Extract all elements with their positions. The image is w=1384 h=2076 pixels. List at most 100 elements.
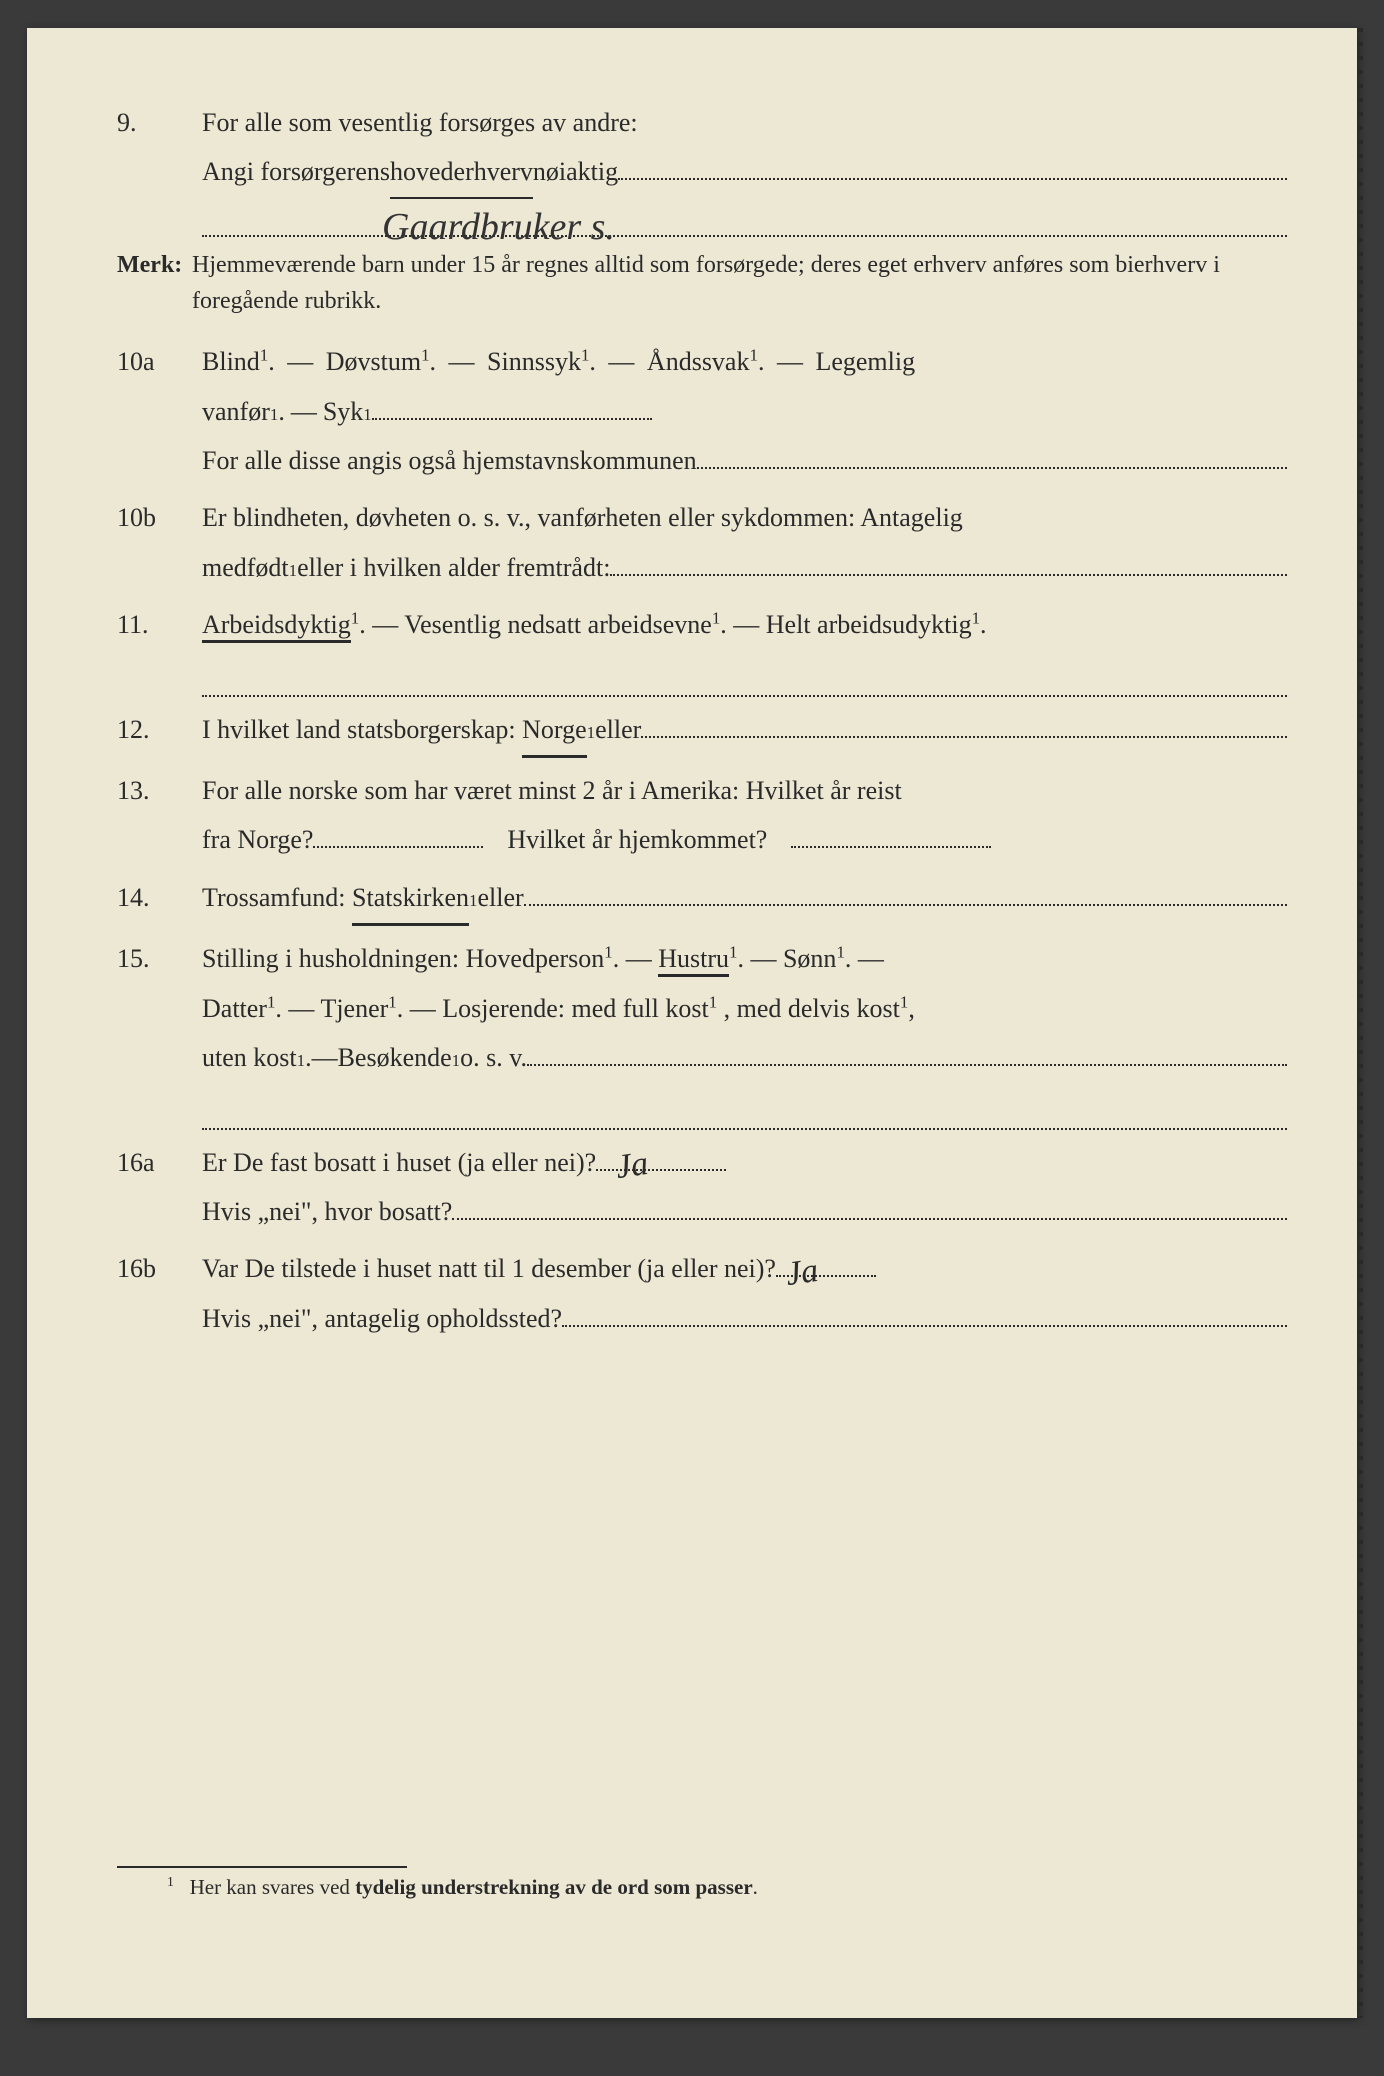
q15-fill2 <box>202 1096 1287 1129</box>
footnote: 1 Her kan svares ved tydelig understrekn… <box>167 1868 758 1908</box>
q10a-fill <box>372 389 652 420</box>
q10b-line2: medfødt1 eller i hvilken alder fremtrådt… <box>202 543 1287 592</box>
q15-hovedperson: Hovedperson <box>466 944 605 973</box>
question-12: 12. I hvilket land statsborgerskap: Norg… <box>117 705 1287 758</box>
q10a-opt-blind: Blind <box>202 347 260 376</box>
q16a-text: Er De fast bosatt i huset (ja eller nei)… <box>202 1138 596 1187</box>
q16b-line1: Var De tilstede i huset natt til 1 desem… <box>202 1244 1287 1293</box>
q10b-fill <box>610 545 1287 576</box>
q10a-line3: For alle disse angis også hjemstavnskomm… <box>202 436 1287 485</box>
q11-opt1: Arbeidsdyktig <box>202 610 351 643</box>
document-page: 9. For alle som vesentlig forsørges av a… <box>27 28 1357 2018</box>
q15-line2: Datter1. — Tjener1. — Losjerende: med fu… <box>202 984 1287 1033</box>
q16b-text: Var De tilstede i huset natt til 1 desem… <box>202 1244 776 1293</box>
dash: — <box>733 610 766 639</box>
q10a-opt-andssvak: Åndssvak <box>647 347 750 376</box>
q16a-number: 16a <box>117 1138 202 1187</box>
q13-fra-norge: fra Norge? <box>202 815 313 864</box>
q16b-fill <box>562 1296 1287 1327</box>
sup-icon: 1 <box>297 1045 305 1077</box>
q9-handwritten-answer: Gaardbruker s. <box>382 191 615 263</box>
q11-number: 11. <box>117 600 202 649</box>
q14-text: Trossamfund: <box>202 873 346 922</box>
q15-prefix: Stilling i husholdningen: <box>202 944 466 973</box>
q9-line2-suffix: nøiaktig <box>533 147 618 196</box>
q15-tjener: Tjener <box>320 994 388 1023</box>
q10b-medfodt: medfødt <box>202 543 289 592</box>
q15-datter: Datter <box>202 994 267 1023</box>
q15-line3: uten kost1. — Besøkende1 o. s. v. <box>202 1033 1287 1082</box>
q13-line2: fra Norge? Hvilket år hjemkommet? <box>202 815 1287 864</box>
q10b-line1: Er blindheten, døvheten o. s. v., vanfør… <box>202 493 1287 542</box>
question-16a: 16a Er De fast bosatt i huset (ja eller … <box>117 1138 1287 1237</box>
sup-icon: 1 <box>587 717 595 749</box>
dash: — <box>602 347 641 376</box>
q16b-content: Var De tilstede i huset natt til 1 desem… <box>202 1244 1287 1343</box>
question-10a: 10a Blind1. — Døvstum1. — Sinnssyk1. — Å… <box>117 337 1287 485</box>
q10a-opt-sinnssyk: Sinnssyk <box>487 347 581 376</box>
q10a-opt-vanfor: vanfør <box>202 387 270 436</box>
sup-icon: 1 <box>388 992 396 1011</box>
dash: — <box>619 944 658 973</box>
sup-icon: 1 <box>604 943 612 962</box>
q15-fill <box>527 1035 1287 1066</box>
q15-losjerende: Losjerende: med full kost <box>442 994 708 1023</box>
q16a-line1: Er De fast bosatt i huset (ja eller nei)… <box>202 1138 1287 1187</box>
dash: — <box>770 347 809 376</box>
dash: — <box>442 347 481 376</box>
question-9: 9. For alle som vesentlig forsørges av a… <box>117 98 1287 237</box>
q9-number: 9. <box>117 98 202 147</box>
q12-norge: Norge <box>522 705 587 758</box>
q10a-line3-text: For alle disse angis også hjemstavnskomm… <box>202 436 697 485</box>
question-15: 15. Stilling i husholdningen: Hovedperso… <box>117 934 1287 1129</box>
q16b-number: 16b <box>117 1244 202 1293</box>
sup-icon: 1 <box>270 399 278 431</box>
q15-line1: Stilling i husholdningen: Hovedperson1. … <box>202 934 1287 983</box>
q14-fill <box>524 875 1287 906</box>
sup-icon: 1 <box>421 346 429 365</box>
question-10b: 10b Er blindheten, døvheten o. s. v., va… <box>117 493 1287 592</box>
q13-fill1 <box>313 818 483 849</box>
dash: — <box>851 944 884 973</box>
q14-content: Trossamfund: Statskirken1 eller <box>202 873 1287 926</box>
q13-content: For alle norske som har været minst 2 år… <box>202 766 1287 865</box>
q16a-answer-line: Ja <box>596 1140 726 1171</box>
q12-content: I hvilket land statsborgerskap: Norge1 e… <box>202 705 1287 758</box>
q10b-number: 10b <box>117 493 202 542</box>
q14-statskirken: Statskirken <box>352 873 469 926</box>
q15-hustru: Hustru <box>658 944 729 977</box>
dash: — <box>372 610 404 639</box>
q9-line2-prefix: Angi forsørgerens <box>202 147 390 196</box>
q9-content: For alle som vesentlig forsørges av andr… <box>202 98 1287 237</box>
q10a-opt-dovstum: Døvstum <box>326 347 421 376</box>
q16a-content: Er De fast bosatt i huset (ja eller nei)… <box>202 1138 1287 1237</box>
dash: — <box>281 347 320 376</box>
q13-hjemkommet: Hvilket år hjemkommet? <box>507 815 767 864</box>
sup-icon: 1 <box>712 608 720 627</box>
q15-sonn: Sønn <box>783 944 836 973</box>
sup-icon: 1 <box>836 943 844 962</box>
q15-content: Stilling i husholdningen: Hovedperson1. … <box>202 934 1287 1129</box>
sup-icon: 1 <box>363 399 371 431</box>
q9-handwriting-line: Gaardbruker s. <box>202 199 1287 237</box>
q10a-fill2 <box>697 438 1287 469</box>
q11-fill <box>202 664 1287 697</box>
q11-opt3: Helt arbeidsudyktig <box>766 610 972 639</box>
q11-content: Arbeidsdyktig1. — Vesentlig nedsatt arbe… <box>202 600 1287 697</box>
sup-icon: 1 <box>581 346 589 365</box>
q10b-rest: eller i hvilken alder fremtrådt: <box>297 543 610 592</box>
footnote-marker: 1 <box>167 1874 174 1889</box>
question-13: 13. For alle norske som har været minst … <box>117 766 1287 865</box>
q15-delvis: , med delvis kost <box>724 994 900 1023</box>
sup-icon: 1 <box>289 555 297 587</box>
footnote-text: Her kan svares ved tydelig understreknin… <box>190 1875 758 1899</box>
sup-icon: 1 <box>900 992 908 1011</box>
merk-text: Hjemmeværende barn under 15 år regnes al… <box>192 247 1287 319</box>
q9-line2: Angi forsørgerens hovederhverv nøiaktig <box>202 147 1287 198</box>
q10a-line2: vanfør1. — Syk1 <box>202 387 1287 436</box>
sup-icon: 1 <box>729 943 737 962</box>
q9-fill <box>618 150 1287 181</box>
q10a-number: 10a <box>117 337 202 386</box>
q10a-opt-syk: Syk <box>323 387 363 436</box>
q14-suffix: eller <box>477 873 523 922</box>
